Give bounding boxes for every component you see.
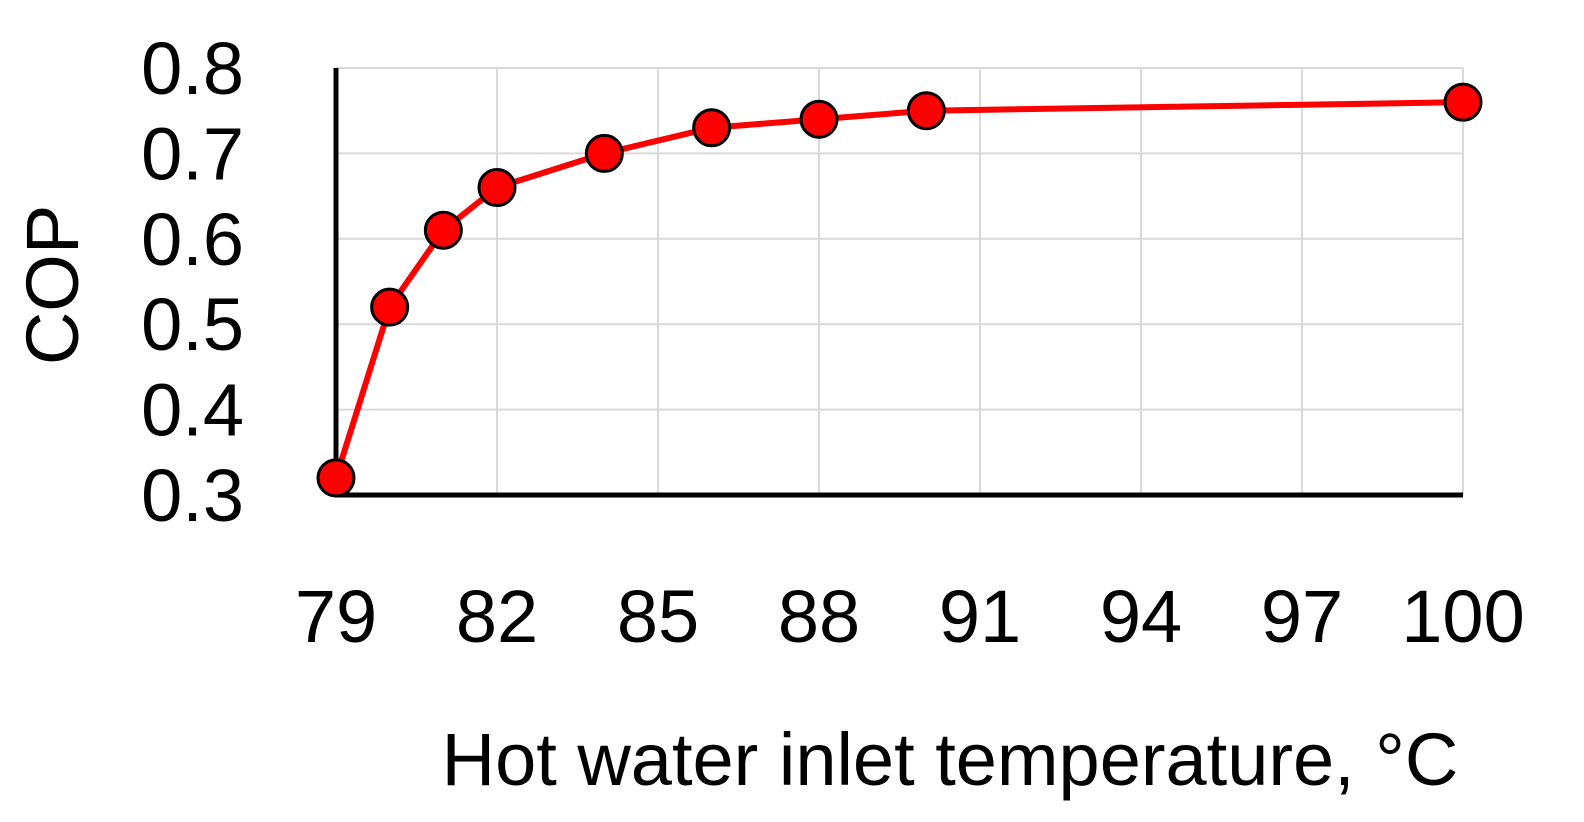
x-tick-label: 79 — [295, 575, 377, 658]
data-point — [423, 210, 463, 250]
series — [316, 82, 1483, 498]
data-point — [370, 287, 410, 327]
y-tick-label: 0.3 — [141, 454, 244, 537]
y-tick-label: 0.5 — [141, 283, 244, 366]
grid — [336, 67, 1464, 495]
y-tick-label: 0.7 — [141, 112, 244, 195]
data-point — [584, 133, 624, 173]
x-tick-label: 97 — [1261, 575, 1343, 658]
series-line — [333, 99, 1464, 479]
data-point — [316, 458, 356, 498]
x-tick-label: 91 — [939, 575, 1021, 658]
data-point — [906, 91, 946, 131]
y-tick-label: 0.6 — [141, 198, 244, 281]
y-tick-label: 0.4 — [141, 369, 244, 452]
data-point — [477, 168, 517, 208]
x-tick-label: 94 — [1100, 575, 1182, 658]
tick-labels: 0.30.40.50.60.70.8 79 82 85 88 91 94 97 100 — [141, 27, 1525, 658]
data-point — [692, 108, 732, 148]
x-tick-label: 85 — [617, 575, 699, 658]
data-point — [799, 99, 839, 139]
x-axis-title: Hot water inlet temperature, °C — [442, 718, 1459, 801]
x-tick-label: 82 — [456, 575, 538, 658]
y-axis-title: COP — [11, 205, 94, 365]
x-tick-label: 88 — [778, 575, 860, 658]
y-tick-label: 0.8 — [141, 27, 244, 110]
x-tick-label: 100 — [1401, 575, 1524, 658]
axes — [333, 68, 1463, 498]
data-point — [1443, 82, 1483, 122]
